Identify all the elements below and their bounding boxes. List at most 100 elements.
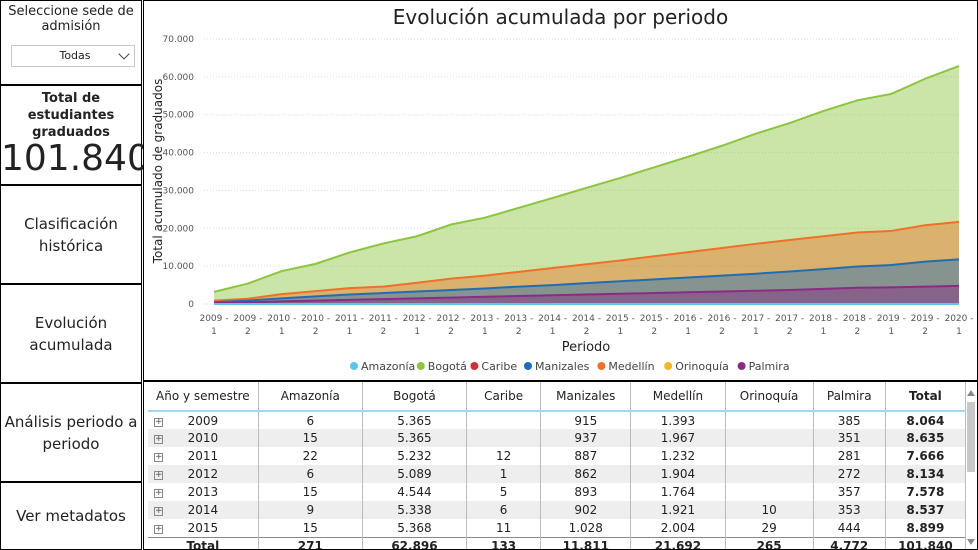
table-cell: 862 [540, 465, 632, 483]
total-cell: 133 [466, 536, 542, 549]
table-cell: 7.666 [885, 447, 967, 465]
column-header[interactable]: Año y semestre [148, 382, 259, 412]
x-tick-label: 2 [787, 327, 793, 337]
x-axis-label: Periodo [562, 340, 611, 355]
year-cell: +2012 [148, 465, 259, 483]
area-chart[interactable]: 0 10.000 20.000 30.000 40.000 50.000 60.000 70.… [144, 1, 977, 380]
column-header[interactable]: Palmira [813, 382, 886, 412]
table-cell: 5.365 [362, 411, 468, 429]
x-tick-label: 2018 - [843, 314, 872, 324]
x-tick-label: 2009 - [199, 314, 228, 324]
column-header[interactable]: Manizales [540, 382, 632, 412]
table-cell [725, 483, 814, 501]
year-cell: +2015 [148, 519, 259, 537]
column-header[interactable]: Total [885, 382, 967, 412]
total-cell: 4.772 [813, 536, 886, 549]
x-tick-label: 2017 - [775, 314, 804, 324]
nav-label: Clasificación histórica [24, 214, 118, 255]
x-tick-label: 1 [211, 327, 217, 337]
column-header[interactable]: Caribe [466, 382, 542, 412]
year-label: 2015 [187, 520, 219, 535]
series-line-manizales [213, 258, 960, 304]
total-cell: 265 [725, 536, 814, 549]
year-label: 2009 [187, 413, 219, 428]
expand-icon[interactable]: + [154, 434, 163, 444]
table-cell: 12 [466, 447, 542, 465]
table-cell: 353 [813, 501, 886, 519]
expand-icon[interactable]: + [154, 523, 163, 534]
x-tick-label: 1 [414, 327, 420, 337]
table-cell: 6 [258, 411, 363, 429]
x-tick-label: 2011 - [369, 314, 398, 324]
nav-analisis-button[interactable]: Análisis periodo a periodo [0, 383, 142, 482]
table-cell [466, 411, 542, 429]
table-cell: 15 [258, 519, 363, 537]
expand-icon[interactable]: + [154, 470, 163, 480]
x-tick-label: 1 [617, 327, 623, 337]
table-cell [725, 429, 814, 447]
table-cell: 1.232 [630, 447, 726, 465]
nav-metadatos-button[interactable]: Ver metadatos [0, 482, 142, 550]
table-cell [725, 465, 814, 483]
x-tick-label: 2010 - [301, 314, 330, 324]
table-cell: 1.028 [540, 519, 632, 537]
series-area-bogotá [214, 65, 959, 304]
legend-label: Amazonía [361, 360, 415, 373]
y-tick-label: 0 [188, 300, 194, 310]
total-cell: Total [148, 536, 259, 549]
table-cell: 6 [466, 501, 542, 519]
x-tick-label: 2015 - [606, 314, 635, 324]
nav-evolucion-button[interactable]: Evolución acumulada [0, 284, 142, 383]
table-cell: 1.921 [630, 501, 726, 519]
expand-icon[interactable]: + [154, 506, 163, 516]
x-tick-label: 2016 - [707, 314, 736, 324]
nav-clasificacion-button[interactable]: Clasificación histórica [0, 185, 142, 284]
chevron-down-icon[interactable] [118, 48, 130, 60]
scroll-down-icon[interactable] [967, 539, 975, 545]
x-tick-label: 2017 - [741, 314, 770, 324]
total-cell: 21.692 [630, 536, 726, 549]
sede-dropdown[interactable]: Todas [11, 45, 135, 67]
table-cell: 2.004 [630, 519, 726, 537]
table-cell: 22 [258, 447, 363, 465]
table-cell: 8.537 [885, 501, 967, 519]
table-cell: 8.064 [885, 411, 967, 429]
scroll-up-icon[interactable] [967, 390, 975, 396]
series-line-palmira [213, 284, 960, 305]
x-tick-label: 2 [448, 327, 454, 337]
year-label: 2011 [187, 449, 219, 463]
legend-marker [737, 362, 746, 370]
filter-title: Seleccione sede de admisión [8, 4, 134, 34]
table-scrollbar[interactable] [967, 390, 975, 545]
expand-icon[interactable]: + [154, 488, 163, 498]
table-cell: 357 [813, 483, 886, 501]
y-tick-label: 40.000 [163, 149, 195, 159]
x-tick-label: 1 [685, 327, 691, 337]
expand-icon[interactable]: + [154, 416, 163, 427]
x-tick-label: 2014 - [538, 314, 567, 324]
column-header[interactable]: Medellín [630, 382, 726, 412]
year-cell: +2011 [148, 447, 259, 465]
legend-label: Medellín [608, 360, 654, 373]
year-cell: +2014 [148, 501, 259, 519]
column-header[interactable]: Bogotá [362, 382, 468, 412]
x-tick-label: 2 [516, 327, 522, 337]
x-tick-label: 2015 - [640, 314, 669, 324]
table-cell: 5.089 [362, 465, 468, 483]
scroll-thumb[interactable] [967, 402, 975, 472]
table-header-row: Año y semestre Amazonía Bogotá Caribe Maniza… [148, 382, 967, 412]
table-cell: 272 [813, 465, 886, 483]
x-tick-label: 2018 - [809, 314, 838, 324]
sede-filter-panel: Seleccione sede de admisión Todas [0, 0, 142, 85]
column-header[interactable]: Orinoquía [725, 382, 814, 412]
table-cell: 5.338 [362, 501, 468, 519]
table-cell [466, 429, 542, 447]
x-tick-label: 2012 - [403, 314, 432, 324]
column-header[interactable]: Amazonía [258, 382, 363, 412]
year-label: 2012 [187, 467, 219, 481]
total-cell: 62.896 [362, 536, 468, 549]
expand-icon[interactable]: + [154, 452, 163, 462]
year-cell: +2013 [148, 483, 259, 501]
table-cell: 1.904 [630, 465, 726, 483]
x-tick-label: 1 [550, 327, 556, 337]
